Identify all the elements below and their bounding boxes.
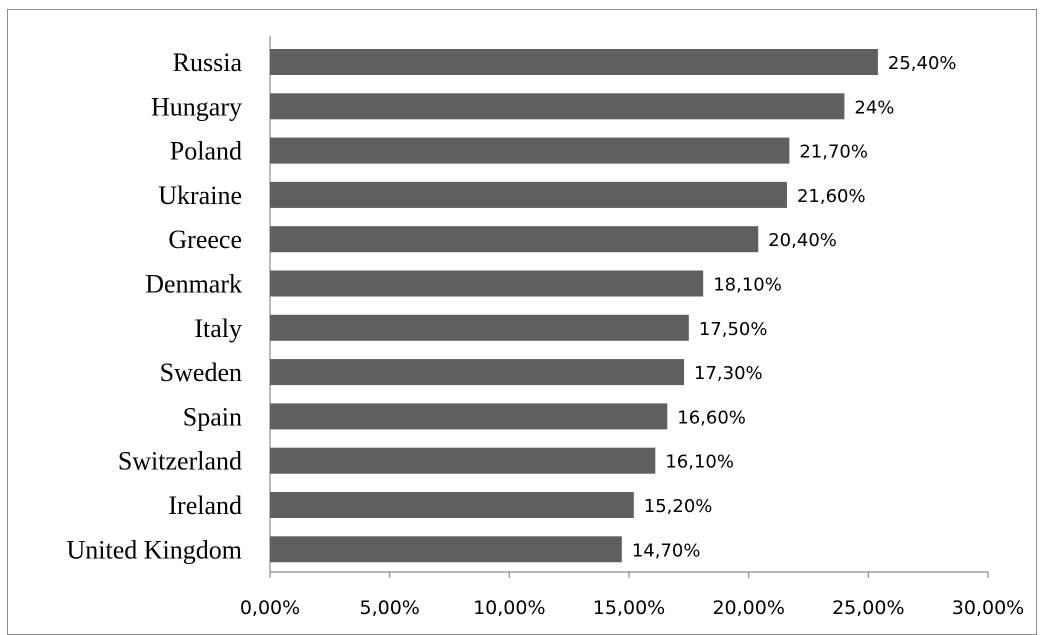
data-label: 20,40% [768, 230, 837, 251]
bar [270, 226, 759, 253]
data-label: 18,10% [713, 275, 782, 296]
category-label: Denmark [145, 270, 242, 299]
category-label: Spain [183, 402, 242, 431]
x-tick-label: 25,00% [832, 597, 904, 619]
bar [270, 447, 656, 474]
bar [270, 49, 878, 75]
category-label: Italy [194, 314, 242, 343]
bar [270, 492, 634, 518]
x-tick-label: 20,00% [712, 597, 784, 619]
category-label: Russia [173, 48, 243, 77]
data-label: 14,70% [632, 540, 701, 561]
bar [270, 93, 845, 120]
data-label: 17,30% [694, 363, 763, 384]
data-label: 17,50% [699, 319, 768, 340]
data-label: 24% [854, 97, 894, 118]
bar [270, 270, 704, 297]
x-tick-label: 30,00% [952, 597, 1024, 619]
category-label: Ireland [168, 491, 242, 520]
category-label: Greece [168, 225, 242, 254]
bar [270, 137, 790, 164]
data-label: 21,70% [799, 142, 868, 163]
data-label: 15,20% [644, 496, 713, 517]
bar [270, 359, 685, 386]
category-label: United Kingdom [67, 535, 243, 564]
category-label: Poland [170, 137, 242, 166]
x-tick-label: 0,00% [240, 597, 300, 619]
category-label: Ukraine [158, 181, 242, 210]
category-label: Switzerland [118, 447, 242, 476]
bar [270, 181, 787, 208]
data-label: 16,10% [665, 452, 734, 473]
bar [270, 536, 622, 563]
category-label: Hungary [151, 92, 242, 121]
data-label: 25,40% [888, 53, 957, 74]
data-label: 21,60% [797, 186, 866, 207]
bar [270, 403, 668, 430]
x-tick-label: 15,00% [593, 597, 665, 619]
data-label: 16,60% [677, 407, 746, 428]
x-tick-label: 10,00% [473, 597, 545, 619]
bar [270, 314, 689, 341]
x-tick-label: 5,00% [359, 597, 419, 619]
category-label: Sweden [160, 358, 242, 387]
